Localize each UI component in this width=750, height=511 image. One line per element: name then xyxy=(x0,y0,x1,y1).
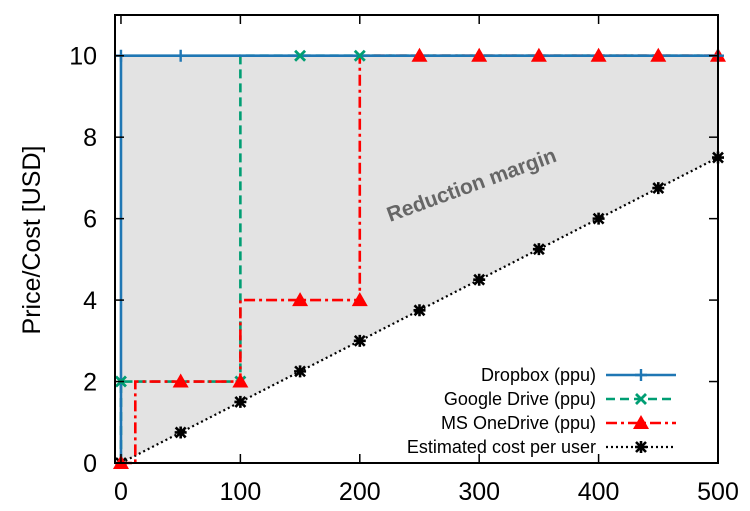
marker-1-3 xyxy=(353,49,366,62)
marker-2-7 xyxy=(530,47,547,62)
marker-3-1 xyxy=(174,426,187,439)
marker-2-1 xyxy=(172,373,189,388)
marker-3-9 xyxy=(652,182,665,195)
marker-2-2 xyxy=(232,373,249,388)
y-tick-label-0: 0 xyxy=(83,450,97,478)
marker-1-2 xyxy=(294,49,307,62)
marker-3-8 xyxy=(592,212,605,225)
marker-3-3 xyxy=(294,365,307,378)
marker-3-4 xyxy=(353,334,366,347)
marker-2-6 xyxy=(471,47,488,62)
shaded-region-layer xyxy=(120,55,719,464)
marker-2-3 xyxy=(292,292,309,307)
tick-layer: 0 100 200 300 400 500 0 2 4 6 8 10 xyxy=(69,15,739,506)
legend-label-google-drive: Google Drive (ppu) xyxy=(444,389,596,409)
y-tick-label-2: 4 xyxy=(83,287,97,315)
y-tick-label-5: 10 xyxy=(69,43,97,71)
x-tick-label-3: 300 xyxy=(458,478,500,506)
x-tick-label-1: 100 xyxy=(220,478,262,506)
marker-3-7 xyxy=(532,243,545,256)
x-tick-label-0: 0 xyxy=(114,478,128,506)
legend-marker-2 xyxy=(633,415,649,429)
legend-marker-1 xyxy=(635,393,647,405)
marker-3-2 xyxy=(234,395,247,408)
marker-2-9 xyxy=(650,47,667,62)
shaded-region xyxy=(120,55,719,464)
plot-frame-layer xyxy=(114,14,719,464)
x-tick-label-2: 200 xyxy=(339,478,381,506)
marker-3-6 xyxy=(473,273,486,286)
legend-label-ms-onedrive: MS OneDrive (ppu) xyxy=(441,413,596,433)
marker-2-5 xyxy=(411,47,428,62)
legend-marker-0 xyxy=(635,369,647,381)
y-axis-label: Price/Cost [USD] xyxy=(18,146,46,335)
marker-3-5 xyxy=(413,304,426,317)
legend: Dropbox (ppu) Google Drive (ppu) MS OneD… xyxy=(407,365,676,457)
y-tick-label-1: 2 xyxy=(83,369,97,397)
plot-frame xyxy=(114,14,719,464)
marker-2-4 xyxy=(351,292,368,307)
y-tick-label-4: 8 xyxy=(83,124,97,152)
x-tick-label-5: 500 xyxy=(697,478,739,506)
series-line-0 xyxy=(119,54,718,463)
marker-2-8 xyxy=(590,47,607,62)
legend-label-estimated-cost: Estimated cost per user xyxy=(407,437,596,457)
marker-0-1 xyxy=(174,49,187,62)
legend-label-dropbox: Dropbox (ppu) xyxy=(481,365,596,385)
x-tick-label-4: 400 xyxy=(578,478,620,506)
y-tick-label-3: 6 xyxy=(83,206,97,234)
legend-marker-3 xyxy=(635,441,647,453)
legend-samples xyxy=(606,369,676,453)
